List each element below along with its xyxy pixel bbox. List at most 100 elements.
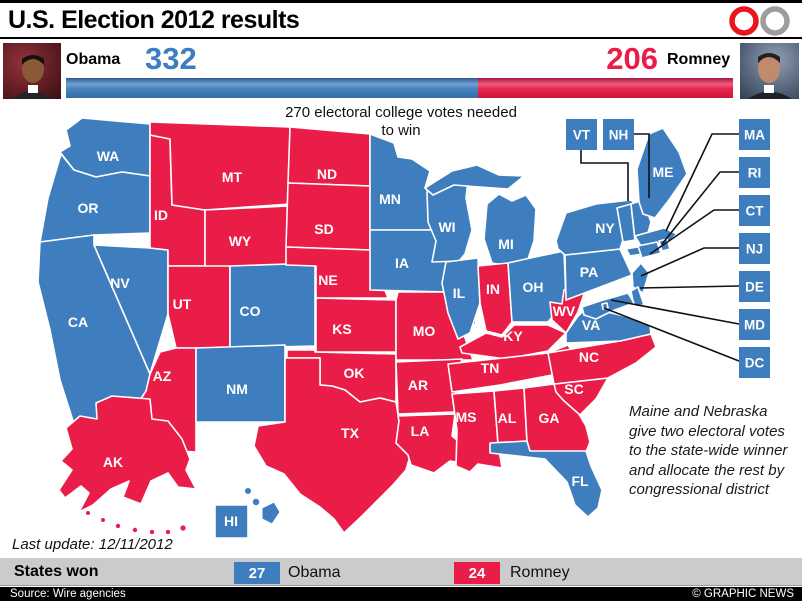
callout-DC <box>739 347 770 378</box>
note-line: to the state-wide winner <box>629 442 788 459</box>
callout-line-MA <box>665 133 739 232</box>
callout-MA <box>739 119 770 150</box>
state-label-OR: OR <box>78 200 99 216</box>
votes-needed-line1: 270 electoral college votes needed <box>285 104 517 121</box>
state-label-KS: KS <box>332 321 351 337</box>
state-label-MO: MO <box>413 323 436 339</box>
top-rule <box>0 0 802 3</box>
states-won-bar <box>0 558 802 586</box>
state-KY <box>459 324 567 360</box>
callout-label-VT: VT <box>573 128 591 143</box>
state-label-MT: MT <box>222 169 243 185</box>
note-line: and allocate the rest by <box>629 461 785 479</box>
callout-MD <box>739 309 770 340</box>
state-label-WY: WY <box>229 233 252 249</box>
states-won-title: States won <box>14 563 99 580</box>
state-label-NM: NM <box>226 381 248 397</box>
note-line: Maine and Nebraska <box>629 403 768 420</box>
callout-line-DC <box>603 307 740 362</box>
romney-name: Romney <box>667 51 731 68</box>
state-label-SD: SD <box>314 221 333 237</box>
island-dot-AK <box>101 518 105 522</box>
callout-label-DC: DC <box>745 356 765 371</box>
obama-legend-label: Obama <box>288 564 341 581</box>
state-label-UT: UT <box>173 296 192 312</box>
state-label-KY: KY <box>503 328 523 344</box>
state-MT <box>149 121 291 211</box>
island-dot-AK <box>132 527 138 533</box>
state-label-WI: WI <box>438 219 455 235</box>
state-label-IN: IN <box>486 281 500 297</box>
state-label-TN: TN <box>481 360 500 376</box>
state-HI <box>214 504 249 539</box>
state-CT <box>637 241 662 259</box>
maine-nebraska-note: Maine and Nebraska give two electoral vo… <box>629 402 799 500</box>
state-label-CO: CO <box>240 303 261 319</box>
footer-bar: Source: Wire agencies © GRAPHIC NEWS <box>0 587 802 601</box>
state-label-ID: ID <box>154 207 168 223</box>
state-label-MS: MS <box>456 409 477 425</box>
state-label-NE: NE <box>318 272 337 288</box>
state-label-FL: FL <box>571 473 589 489</box>
callout-label-RI: RI <box>748 166 762 181</box>
callout-CT <box>739 195 770 226</box>
state-KS <box>315 297 397 353</box>
obama-name: Obama <box>66 51 121 68</box>
state-label-NC: NC <box>579 349 599 365</box>
state-label-AK: AK <box>103 454 123 470</box>
callout-NH <box>603 119 634 150</box>
state-label-NV: NV <box>110 275 130 291</box>
state-label-IA: IA <box>395 255 409 271</box>
note-line: give two electoral votes <box>629 422 785 440</box>
romney-photo <box>740 43 799 99</box>
votes-needed-note: 270 electoral college votes needed to wi… <box>0 104 802 140</box>
state-label-LA: LA <box>411 423 430 439</box>
island-dot-AK <box>86 511 90 515</box>
island-dot-HI <box>245 488 251 494</box>
island-dot-AK <box>165 529 171 535</box>
red-circle-icon <box>729 6 759 36</box>
callout-label-DE: DE <box>745 280 764 295</box>
callout-DE <box>739 271 770 302</box>
callout-label-MA: MA <box>744 128 765 143</box>
state-label-OK: OK <box>344 365 365 381</box>
callout-RI <box>739 157 770 188</box>
state-label-SC: SC <box>564 381 583 397</box>
state-IN <box>477 262 513 336</box>
callout-label-NH: NH <box>609 128 629 143</box>
romney-legend-label: Romney <box>510 564 570 581</box>
callout-NJ <box>739 233 770 264</box>
page-title: U.S. Election 2012 results <box>8 6 300 34</box>
obama-votes: 332 <box>145 41 197 76</box>
state-label-MI: MI <box>498 236 514 252</box>
callout-line-DE <box>639 285 740 289</box>
state-label-WA: WA <box>97 148 120 164</box>
electoral-vote-bar <box>66 78 733 98</box>
state-AK <box>58 395 197 513</box>
island-dot-AK <box>180 525 186 531</box>
callout-line-CT <box>649 209 739 255</box>
state-label-ND: ND <box>317 166 337 182</box>
state-PA <box>564 248 633 301</box>
island-dot-HI <box>252 498 260 506</box>
last-update: Last update: 12/11/2012 <box>12 536 173 553</box>
state-label-AZ: AZ <box>153 368 172 384</box>
state-label-MN: MN <box>379 191 401 207</box>
state-label-OH: OH <box>523 279 544 295</box>
callout-line-RI <box>661 171 739 245</box>
romney-states-count: 24 <box>454 562 500 584</box>
state-label-NY: NY <box>595 220 615 236</box>
state-label-VA: VA <box>582 317 600 333</box>
island-HI <box>261 501 281 525</box>
obama-states-count: 27 <box>234 562 280 584</box>
callout-VT <box>566 119 597 150</box>
callout-line-NJ <box>640 247 739 277</box>
state-DC <box>601 302 609 310</box>
state-label-ME: ME <box>653 164 674 180</box>
state-FL <box>489 440 603 518</box>
callout-label-MD: MD <box>744 318 765 333</box>
state-TX <box>253 357 411 534</box>
state-label-TX: TX <box>341 425 360 441</box>
island-dot-AK <box>149 529 155 535</box>
